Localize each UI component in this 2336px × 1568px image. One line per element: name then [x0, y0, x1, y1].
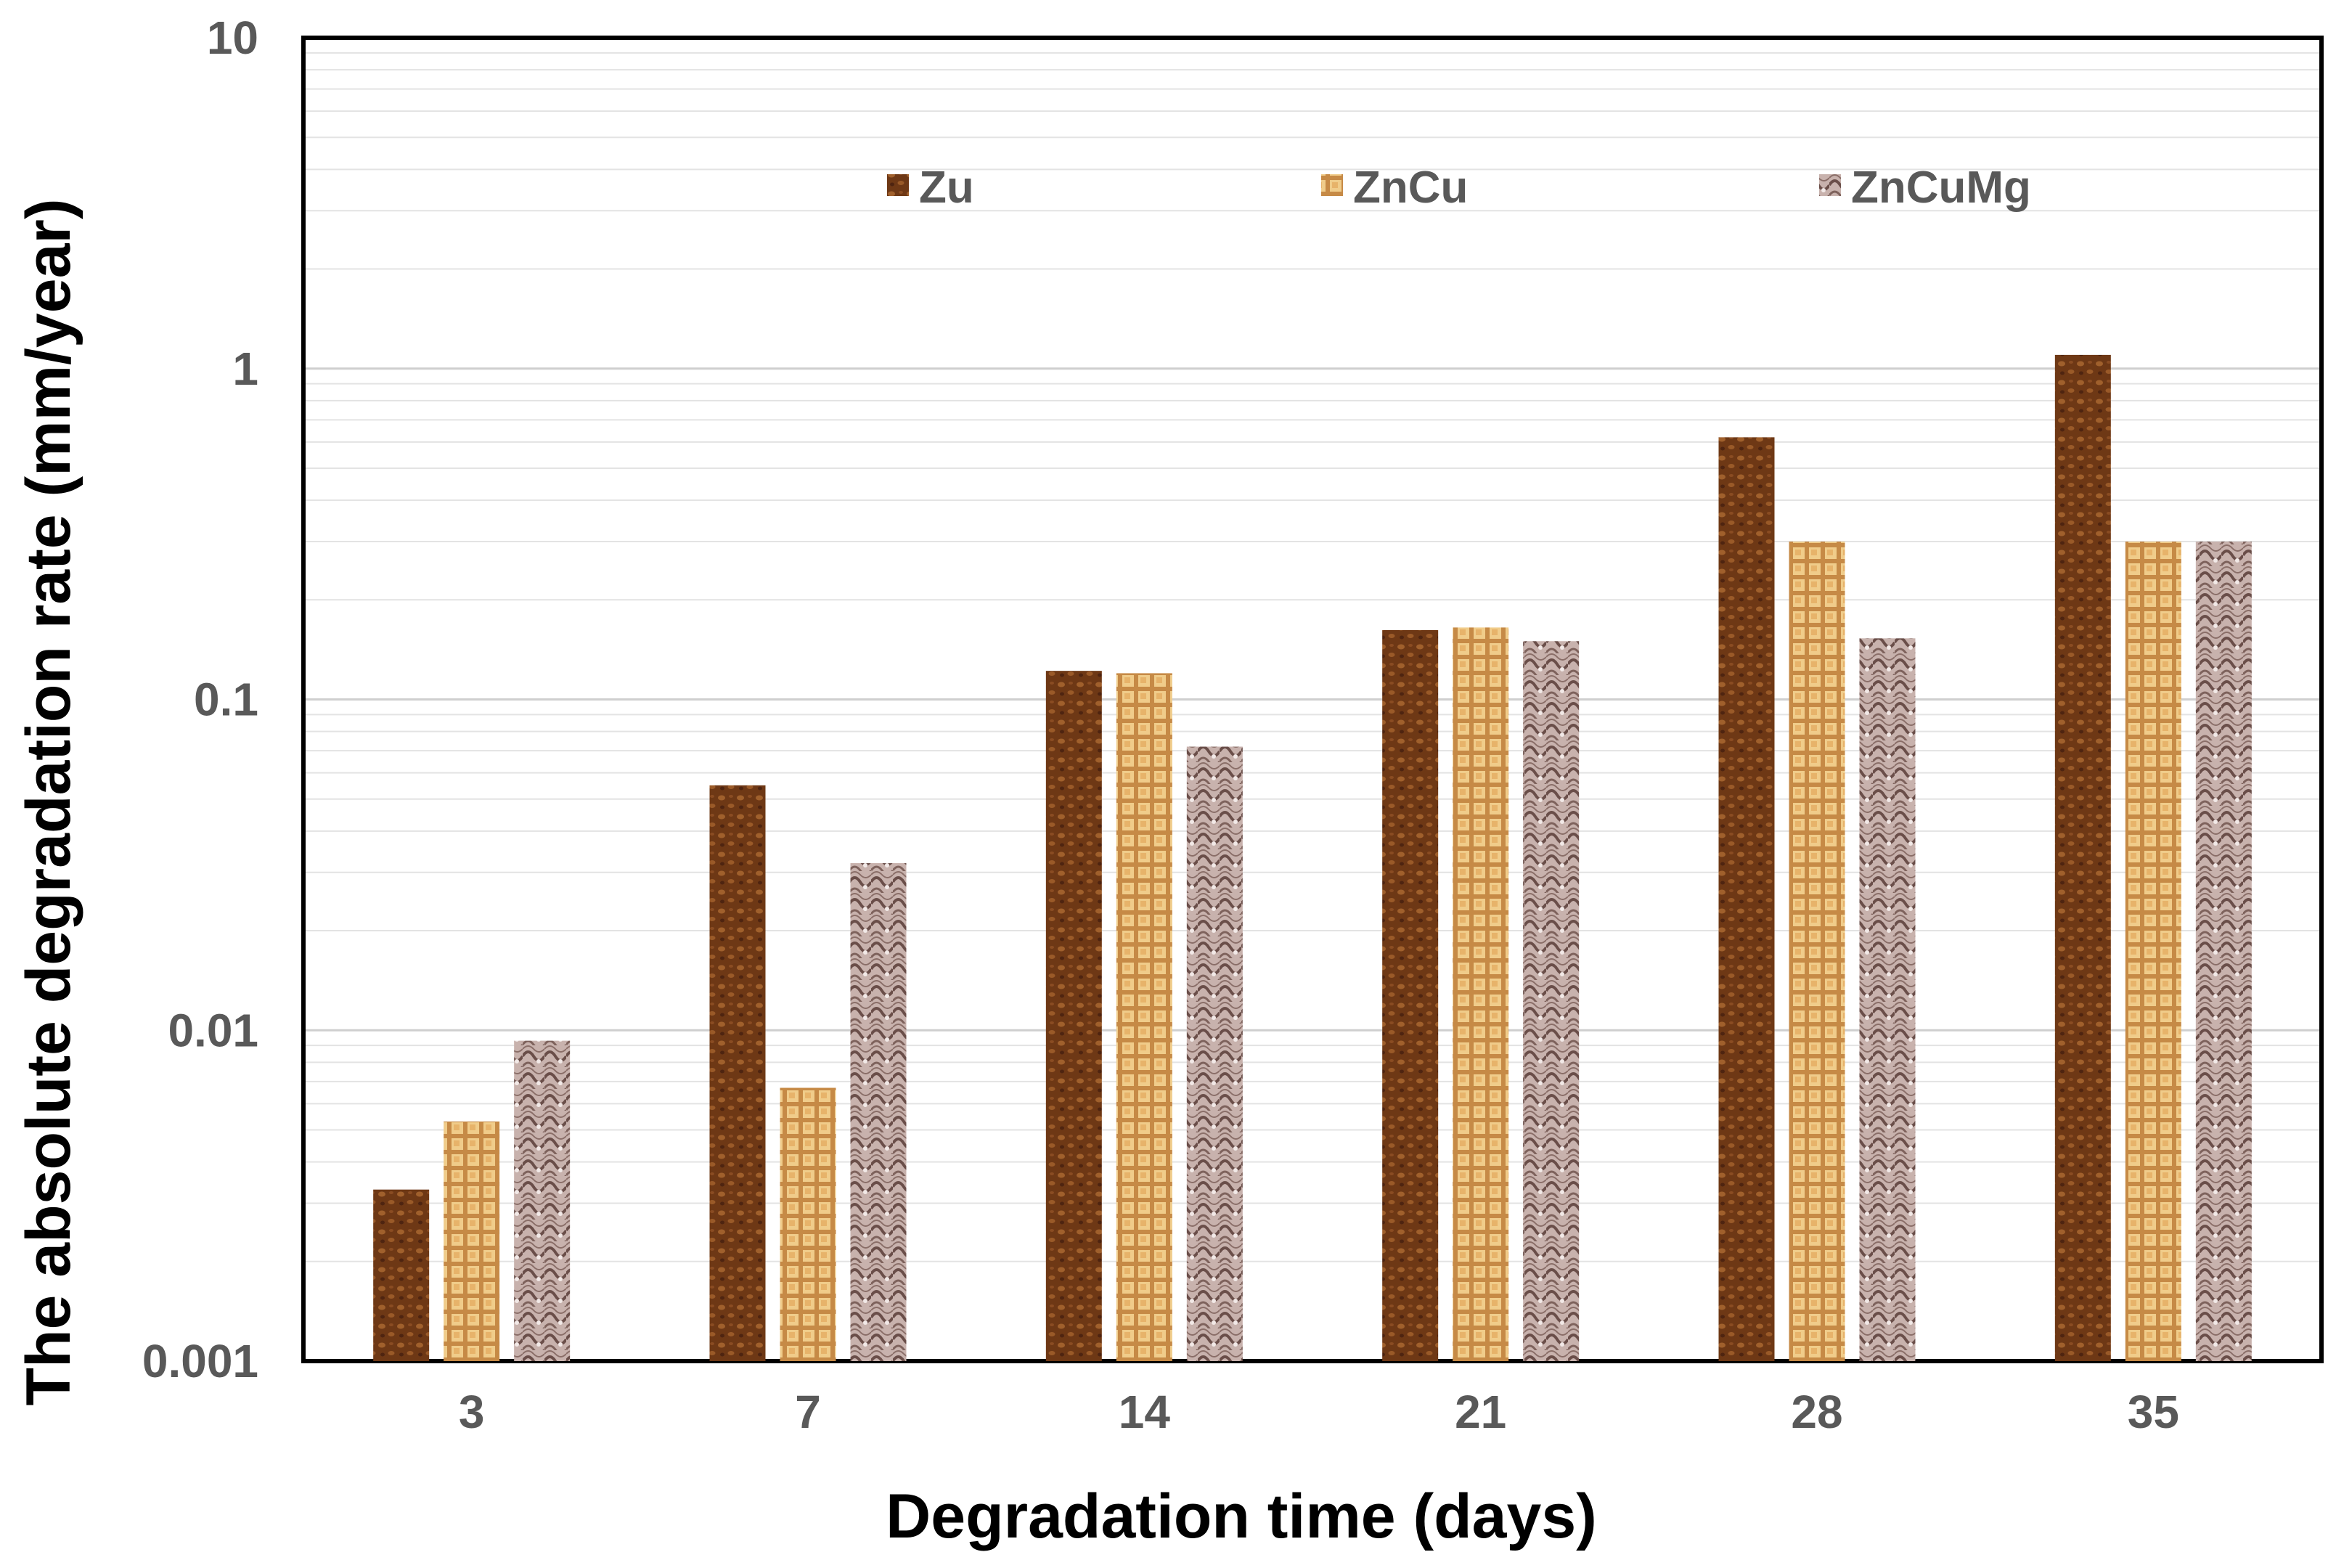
y-axis-title: The absolute degradation rate (mm/year): [14, 198, 83, 1405]
bar-zu-day-35: [2054, 354, 2111, 1362]
legend-swatch-zncumg: [1819, 174, 1841, 196]
bar-zncumg-day-7: [850, 863, 907, 1361]
x-tick-label: 35: [2128, 1386, 2179, 1438]
legend-label-zu: Zu: [919, 163, 974, 213]
series-zncu: [444, 542, 2181, 1361]
x-tick-label: 14: [1119, 1386, 1171, 1438]
bar-zncumg-day-3: [514, 1040, 571, 1361]
x-tick-label: 28: [1791, 1386, 1842, 1438]
bar-zncu-day-28: [1789, 542, 1845, 1361]
bar-zncu-day-7: [780, 1087, 836, 1361]
legend-swatch-zncu: [1321, 174, 1343, 196]
bar-zu-day-14: [1045, 671, 1102, 1361]
series-zncumg: [514, 542, 2252, 1361]
y-tick-label: 0.1: [194, 674, 258, 726]
legend-label-zncu: ZnCu: [1353, 163, 1468, 213]
x-tick-label: 21: [1455, 1386, 1506, 1438]
bar-zncumg-day-21: [1523, 641, 1580, 1361]
series-zu: [373, 354, 2111, 1362]
bar-zncumg-day-35: [2195, 542, 2252, 1361]
legend-label-zncumg: ZnCuMg: [1851, 163, 2031, 213]
legend: Zu ZnCu ZnCuMg: [887, 163, 2031, 213]
bar-zu-day-3: [373, 1189, 430, 1361]
bar-zu-day-21: [1382, 630, 1439, 1361]
y-tick-label: 1: [232, 343, 258, 395]
legend-swatch-zu: [887, 174, 909, 196]
x-tick-label: 3: [459, 1386, 485, 1438]
y-tick-label: 0.01: [168, 1004, 258, 1056]
y-tick-label: 0.001: [142, 1335, 258, 1387]
bar-zncu-day-21: [1453, 627, 1509, 1361]
bar-zncu-day-35: [2125, 542, 2181, 1361]
bar-zncumg-day-28: [1859, 638, 1916, 1361]
x-tick-label: 7: [795, 1386, 821, 1438]
bar-zncu-day-3: [444, 1121, 500, 1361]
bar-zncumg-day-14: [1186, 746, 1243, 1361]
bar-zu-day-7: [709, 785, 766, 1361]
x-axis-title: Degradation time (days): [886, 1482, 1597, 1551]
bar-zu-day-28: [1718, 437, 1775, 1362]
plot-area-frame: [301, 36, 2324, 1363]
y-tick-label: 10: [207, 12, 258, 64]
bar-zncu-day-14: [1116, 673, 1172, 1361]
